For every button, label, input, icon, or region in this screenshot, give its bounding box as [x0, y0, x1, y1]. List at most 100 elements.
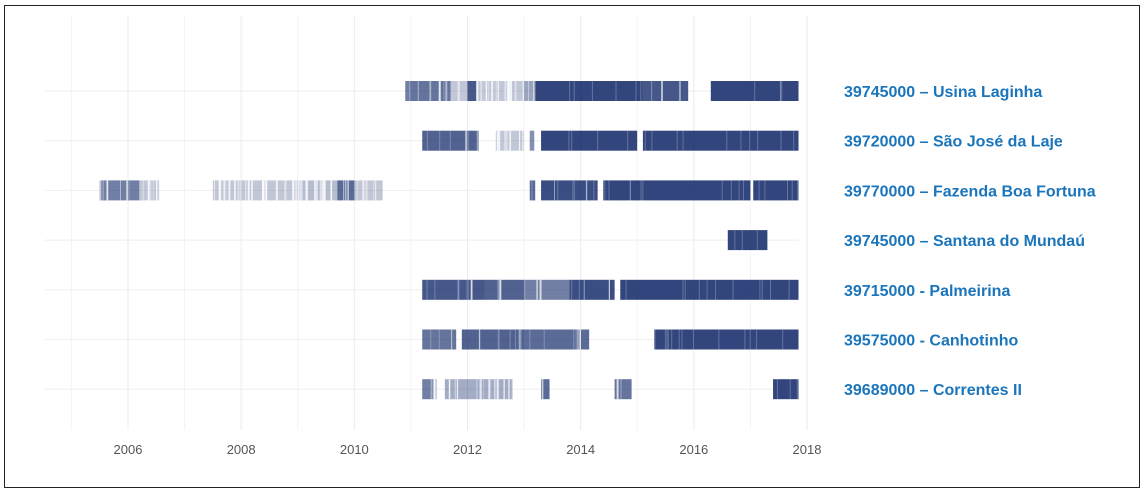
segment-gap-stripe: [515, 329, 516, 350]
segment-stripe: [797, 180, 799, 201]
segment-stripe: [498, 329, 500, 350]
segment-gap-stripe: [251, 180, 253, 201]
segment-fill: [541, 379, 550, 400]
segment-fill: [475, 81, 525, 101]
segment-stripe: [568, 130, 570, 151]
station-label: 39715000 - Palmeirina: [844, 283, 1010, 300]
segment-gap-stripe: [330, 180, 333, 201]
segment-gap-stripe: [323, 180, 326, 201]
segment-gap-stripe: [150, 180, 152, 201]
x-tick-label: 2016: [679, 442, 708, 457]
availability-segment: [541, 180, 598, 201]
segment-stripe: [718, 329, 720, 350]
segment-gap-stripe: [451, 329, 453, 350]
segment-gap-stripe: [512, 379, 514, 400]
segment-stripe: [682, 279, 684, 300]
segment-stripe: [741, 230, 743, 251]
segment-fill: [529, 180, 536, 201]
segment-gap-stripe: [234, 180, 236, 201]
segment-fill: [642, 130, 799, 151]
availability-segment: [484, 279, 525, 300]
segment-stripe: [531, 180, 533, 201]
availability-segment: [614, 379, 632, 400]
segment-stripe: [698, 279, 700, 300]
segment-gap-stripe: [480, 81, 483, 101]
segment-gap-stripe: [295, 180, 298, 201]
availability-segment: [422, 329, 457, 350]
segment-fill: [727, 230, 768, 251]
segment-stripe: [706, 279, 708, 300]
availability-segment: [529, 180, 538, 201]
station-row: [99, 180, 799, 201]
segment-stripe: [761, 279, 763, 300]
segment-stripe: [758, 180, 760, 201]
segment-fill: [620, 279, 799, 300]
availability-segment: [524, 279, 570, 300]
segment-gap-stripe: [366, 180, 368, 201]
station-labels: 39745000 – Usina Laginha 39720000 – São J…: [844, 84, 1096, 399]
segment-fill: [422, 329, 457, 350]
segment-gap-stripe: [504, 81, 507, 101]
station-row: [422, 279, 799, 300]
segment-gap-stripe: [264, 180, 266, 201]
segment-gap-stripe: [508, 379, 510, 400]
segment-stripe: [439, 130, 441, 151]
segment-stripe: [345, 180, 347, 201]
segment-fill: [422, 279, 485, 300]
segment-stripe: [572, 180, 574, 201]
segment-fill: [710, 81, 799, 101]
segment-stripe: [434, 279, 436, 300]
segment-gap-stripe: [285, 180, 287, 201]
segment-gap-stripe: [292, 180, 295, 201]
segment-gap-stripe: [478, 329, 481, 350]
station-label: 39745000 – Santana do Mundaú: [844, 233, 1085, 250]
segment-fill: [753, 180, 799, 201]
segment-gap-stripe: [106, 180, 109, 201]
segment-gap-stripe: [497, 279, 499, 300]
availability-segment: [212, 180, 298, 201]
availability-segment: [642, 81, 689, 101]
segment-stripe: [608, 180, 610, 201]
segment-gap-stripe: [608, 279, 610, 300]
segment-fill: [541, 130, 638, 151]
segment-stripe: [449, 130, 451, 151]
availability-segment: [405, 81, 411, 101]
segment-gap-stripe: [265, 180, 268, 201]
segment-stripe: [754, 81, 756, 101]
segment-stripe: [467, 279, 469, 300]
segment-stripe: [664, 329, 666, 350]
segment-gap-stripe: [438, 81, 441, 101]
segment-gap-stripe: [302, 180, 303, 201]
segment-gap-stripe: [457, 81, 460, 101]
segment-stripe: [578, 279, 580, 300]
availability-segment: [422, 379, 437, 400]
availability-segment: [541, 379, 550, 400]
segment-gap-stripe: [321, 180, 323, 201]
segment-fill: [99, 180, 140, 201]
segment-stripe: [426, 130, 428, 151]
segment-gap-stripe: [262, 180, 264, 201]
availability-segment: [642, 130, 799, 151]
segment-stripe: [738, 180, 740, 201]
segment-gap-stripe: [476, 130, 479, 151]
segment-fill: [614, 379, 632, 400]
station-label: 39720000 – São José da Laje: [844, 134, 1063, 151]
bars-layer: [99, 81, 799, 400]
segment-gap-stripe: [228, 180, 230, 201]
availability-segment: [337, 180, 355, 201]
segment-gap-stripe: [511, 379, 514, 400]
segment-fill: [541, 180, 598, 201]
x-tick-label: 2014: [566, 442, 595, 457]
segment-gap-stripe: [298, 180, 300, 201]
segment-gap-stripe: [438, 81, 440, 101]
segment-stripe: [593, 180, 595, 201]
segment-fill: [773, 379, 799, 400]
segment-stripe: [796, 379, 798, 400]
segment-gap-stripe: [237, 180, 240, 201]
station-row: [727, 230, 768, 251]
segment-gap-stripe: [533, 81, 535, 101]
segment-gap-stripe: [375, 180, 377, 201]
x-tick-label: 2010: [340, 442, 369, 457]
segment-stripe: [791, 180, 793, 201]
segment-stripe: [571, 279, 573, 300]
